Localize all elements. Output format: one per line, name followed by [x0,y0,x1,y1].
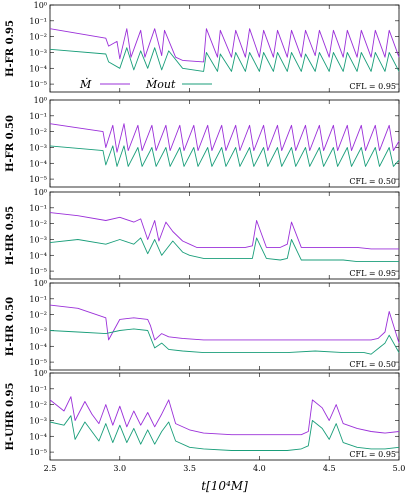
panel-row-label: H-FR 0.95 [5,20,16,77]
y-tick-label: 10⁻⁴ [29,432,47,441]
x-tick-label: 4.0 [253,464,266,473]
y-tick-label: 10⁻⁴ [29,64,47,73]
y-tick-label: 10⁻¹ [29,204,47,213]
panel-frame [49,4,400,93]
y-tick-label: 10⁰ [34,369,47,378]
y-tick-label: 10⁻¹ [29,295,47,304]
panel-frame [49,372,400,461]
legend-label-mdot: Ṁ [79,77,92,91]
x-tick-label: 3.5 [183,464,196,473]
y-tick-label: 10⁻¹ [29,385,47,394]
series-line-mdot [49,28,400,63]
series-line-mdot-out [49,47,400,72]
y-tick-label: 10⁻² [29,401,47,410]
y-tick-label: 10⁻¹ [29,112,47,121]
series-line-mdot [49,212,399,250]
y-tick-label: 10⁻³ [29,143,47,152]
y-tick-label: 10⁻³ [29,326,47,335]
series-line-mdot [49,304,400,344]
y-tick-label: 10⁻⁴ [29,251,47,260]
y-tick-label: 10⁻⁵ [29,267,47,276]
y-tick-label: 10⁻² [29,33,47,42]
y-tick-label: 10⁰ [34,1,47,10]
series-line-mdot [49,396,400,436]
y-tick-label: 10⁻³ [29,48,47,57]
cfl-annotation: CFL = 0.95 [349,82,396,91]
panel-row-label: H-HR 0.95 [5,206,16,265]
panel-row-label: H-HR 0.50 [5,297,16,356]
x-axis-label: t[10⁴M] [201,479,248,493]
y-tick-label: 10⁻³ [29,235,47,244]
y-tick-label: 10⁻² [29,220,47,229]
y-tick-label: 10⁻⁵ [29,175,47,184]
legend-label-mdot-out: Ṁout [145,77,176,91]
panel-frame [49,282,400,371]
y-tick-label: 10⁻² [29,311,47,320]
y-tick-label: 10⁰ [34,188,47,197]
x-tick-label: 2.5 [44,464,57,473]
panel-frame [49,191,400,280]
x-tick-label: 3.0 [113,464,126,473]
y-tick-label: 10⁻⁵ [29,448,47,457]
series-line-mdot [49,123,400,153]
cfl-annotation: CFL = 0.50 [349,177,396,186]
y-tick-label: 10⁻⁵ [29,358,47,367]
cfl-annotation: CFL = 0.50 [349,360,396,369]
series-line-mdot-out [49,145,400,167]
y-tick-label: 10⁻⁵ [29,80,47,89]
y-tick-label: 10⁻¹ [29,17,47,26]
cfl-annotation: CFL = 0.95 [349,450,396,459]
cfl-annotation: CFL = 0.95 [349,269,396,278]
panel-row-label: H-FR 0.50 [5,115,16,172]
y-tick-label: 10⁻³ [29,416,47,425]
y-tick-label: 10⁰ [34,96,47,105]
y-tick-label: 10⁻⁴ [29,159,47,168]
x-tick-label: 5.0 [393,464,406,473]
series-line-mdot-out [49,328,400,355]
x-tick-label: 4.5 [323,464,336,473]
y-tick-label: 10⁰ [34,279,47,288]
series-line-mdot-out [49,237,399,263]
panel-frame [49,99,400,188]
y-tick-label: 10⁻⁴ [29,342,47,351]
y-tick-label: 10⁻² [29,128,47,137]
series-line-mdot-out [49,415,400,451]
panel-row-label: H-UHR 0.95 [5,383,16,451]
